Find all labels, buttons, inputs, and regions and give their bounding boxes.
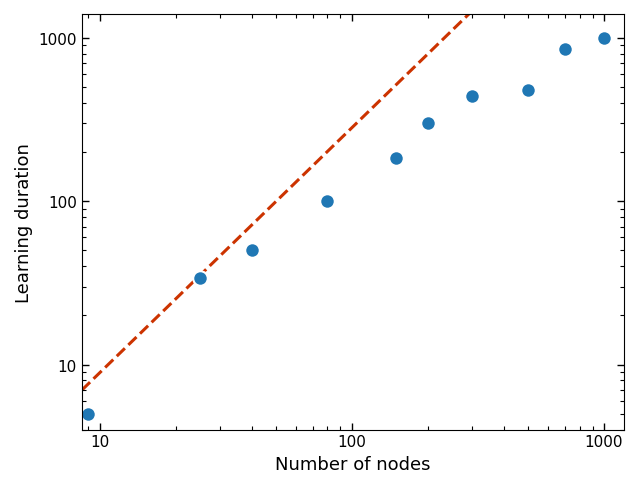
X-axis label: Number of nodes: Number of nodes [275, 455, 431, 473]
Point [195, 274, 205, 282]
Point [391, 154, 401, 162]
Y-axis label: Learning duration: Learning duration [15, 142, 33, 302]
Point [467, 93, 477, 101]
Point [560, 45, 570, 53]
Point [323, 198, 333, 206]
Point [599, 35, 609, 42]
Point [523, 87, 533, 95]
Point [422, 120, 433, 128]
Point [83, 410, 93, 418]
Point [246, 247, 257, 255]
